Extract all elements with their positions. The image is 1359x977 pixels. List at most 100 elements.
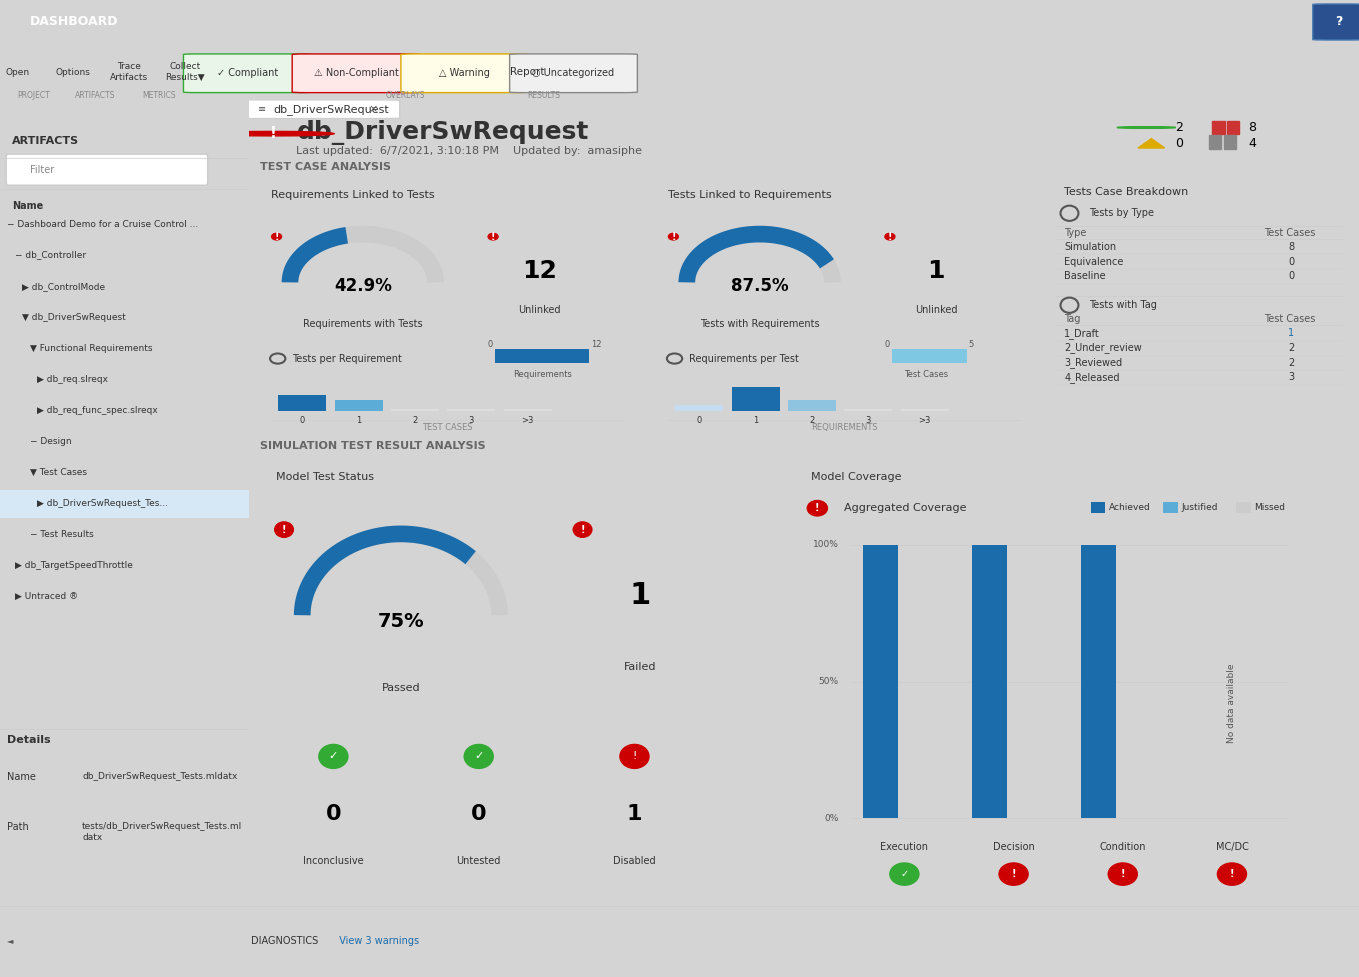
Text: ?: ? xyxy=(1335,16,1343,28)
Circle shape xyxy=(807,500,828,516)
Text: !: ! xyxy=(671,232,675,241)
Text: 1: 1 xyxy=(1288,328,1295,338)
Text: 87.5%: 87.5% xyxy=(731,277,788,295)
Text: 1_Draft: 1_Draft xyxy=(1064,327,1099,339)
Text: db_DriverSwRequest: db_DriverSwRequest xyxy=(273,104,389,115)
FancyBboxPatch shape xyxy=(334,401,383,410)
FancyBboxPatch shape xyxy=(675,404,723,410)
Text: SIMULATION TEST RESULT ANALYSIS: SIMULATION TEST RESULT ANALYSIS xyxy=(260,442,485,451)
FancyBboxPatch shape xyxy=(1082,544,1116,819)
Text: ▶ db_req.slreqx: ▶ db_req.slreqx xyxy=(37,375,109,384)
Text: Justified: Justified xyxy=(1181,503,1218,512)
Text: 3: 3 xyxy=(866,416,871,425)
FancyBboxPatch shape xyxy=(972,544,1007,819)
FancyBboxPatch shape xyxy=(1090,502,1105,513)
Text: 4: 4 xyxy=(1248,137,1256,150)
Text: Options: Options xyxy=(56,67,91,76)
Text: 2: 2 xyxy=(1174,121,1182,134)
Bar xyxy=(1212,120,1224,135)
Text: 0: 0 xyxy=(1288,257,1295,267)
FancyBboxPatch shape xyxy=(391,409,439,410)
Text: 8: 8 xyxy=(1288,241,1295,252)
Circle shape xyxy=(319,744,348,768)
Text: No data available: No data available xyxy=(1227,663,1237,743)
Text: Tests with Tag: Tests with Tag xyxy=(1090,300,1158,311)
Text: DASHBOARD: DASHBOARD xyxy=(30,16,118,28)
Circle shape xyxy=(1132,127,1176,128)
Text: Test Cases: Test Cases xyxy=(1264,315,1316,324)
Circle shape xyxy=(999,863,1029,885)
FancyBboxPatch shape xyxy=(7,154,208,186)
Text: Details: Details xyxy=(7,735,52,745)
Text: REQUIREMENTS: REQUIREMENTS xyxy=(810,423,878,432)
Text: ARTIFACTS: ARTIFACTS xyxy=(75,91,116,101)
Text: ⚠ Non-Compliant: ⚠ Non-Compliant xyxy=(314,68,398,78)
Circle shape xyxy=(212,131,334,136)
Text: Type: Type xyxy=(1064,228,1086,237)
Text: 0: 0 xyxy=(472,804,487,825)
Text: Requirements Linked to Tests: Requirements Linked to Tests xyxy=(270,190,435,199)
Text: 1: 1 xyxy=(356,416,361,425)
Circle shape xyxy=(488,234,499,240)
Text: 3: 3 xyxy=(1288,372,1295,382)
Text: !: ! xyxy=(269,126,277,141)
FancyBboxPatch shape xyxy=(183,54,311,93)
FancyBboxPatch shape xyxy=(401,54,529,93)
Text: ▶ db_DriverSwRequest_Tes...: ▶ db_DriverSwRequest_Tes... xyxy=(37,499,169,508)
Text: − Dashboard Demo for a Cruise Control ...: − Dashboard Demo for a Cruise Control ..… xyxy=(7,220,198,229)
Text: Baseline: Baseline xyxy=(1064,272,1106,281)
Text: Failed: Failed xyxy=(624,661,656,671)
Text: 1: 1 xyxy=(927,259,945,283)
FancyBboxPatch shape xyxy=(504,409,552,410)
Text: Passed: Passed xyxy=(382,683,420,693)
Text: 4_Released: 4_Released xyxy=(1064,372,1120,383)
Text: 12: 12 xyxy=(522,259,557,283)
Text: Tests Linked to Requirements: Tests Linked to Requirements xyxy=(667,190,832,199)
Text: Equivalence: Equivalence xyxy=(1064,257,1124,267)
Text: 0: 0 xyxy=(1174,137,1182,150)
Text: !: ! xyxy=(887,232,892,241)
Text: 3: 3 xyxy=(469,416,474,425)
Bar xyxy=(1223,135,1235,149)
Text: Tag: Tag xyxy=(1064,315,1080,324)
Text: 12: 12 xyxy=(591,340,601,349)
Text: Requirements: Requirements xyxy=(514,370,572,379)
FancyBboxPatch shape xyxy=(1163,502,1178,513)
FancyBboxPatch shape xyxy=(788,401,836,410)
Text: ▼ db_DriverSwRequest: ▼ db_DriverSwRequest xyxy=(22,313,126,321)
Text: 1: 1 xyxy=(753,416,758,425)
FancyBboxPatch shape xyxy=(0,489,249,518)
Text: 2: 2 xyxy=(413,416,417,425)
Text: △ Warning: △ Warning xyxy=(439,68,491,78)
Text: Execution: Execution xyxy=(881,842,928,852)
Text: 42.9%: 42.9% xyxy=(334,277,391,295)
Text: ×: × xyxy=(368,105,378,114)
Text: 2: 2 xyxy=(810,416,814,425)
Text: PROJECT: PROJECT xyxy=(18,91,50,101)
Text: Aggregated Coverage: Aggregated Coverage xyxy=(844,503,966,513)
Circle shape xyxy=(1218,863,1246,885)
Text: ◄: ◄ xyxy=(7,936,14,945)
Text: 5: 5 xyxy=(969,340,974,349)
Text: Model Test Status: Model Test Status xyxy=(276,472,374,482)
Text: 1: 1 xyxy=(626,804,643,825)
Text: ▶ db_req_func_spec.slreqx: ▶ db_req_func_spec.slreqx xyxy=(37,406,158,415)
Text: 1: 1 xyxy=(629,581,650,611)
Text: − Test Results: − Test Results xyxy=(30,531,94,539)
Text: Achieved: Achieved xyxy=(1109,503,1150,512)
Text: 0%: 0% xyxy=(825,814,839,823)
Text: ▼ Test Cases: ▼ Test Cases xyxy=(30,468,87,477)
Text: Condition: Condition xyxy=(1099,842,1146,852)
Text: 2_Under_review: 2_Under_review xyxy=(1064,342,1142,354)
Text: View 3 warnings: View 3 warnings xyxy=(333,936,419,946)
Circle shape xyxy=(1108,863,1137,885)
Text: 3_Reviewed: 3_Reviewed xyxy=(1064,358,1123,368)
Text: Missed: Missed xyxy=(1254,503,1286,512)
Text: Unlinked: Unlinked xyxy=(518,305,560,316)
Text: Test Cases: Test Cases xyxy=(1264,228,1316,237)
Text: !: ! xyxy=(1011,870,1015,879)
Circle shape xyxy=(885,234,896,240)
Text: 0: 0 xyxy=(300,416,304,425)
Text: MC/DC: MC/DC xyxy=(1215,842,1249,852)
FancyBboxPatch shape xyxy=(1313,4,1359,40)
